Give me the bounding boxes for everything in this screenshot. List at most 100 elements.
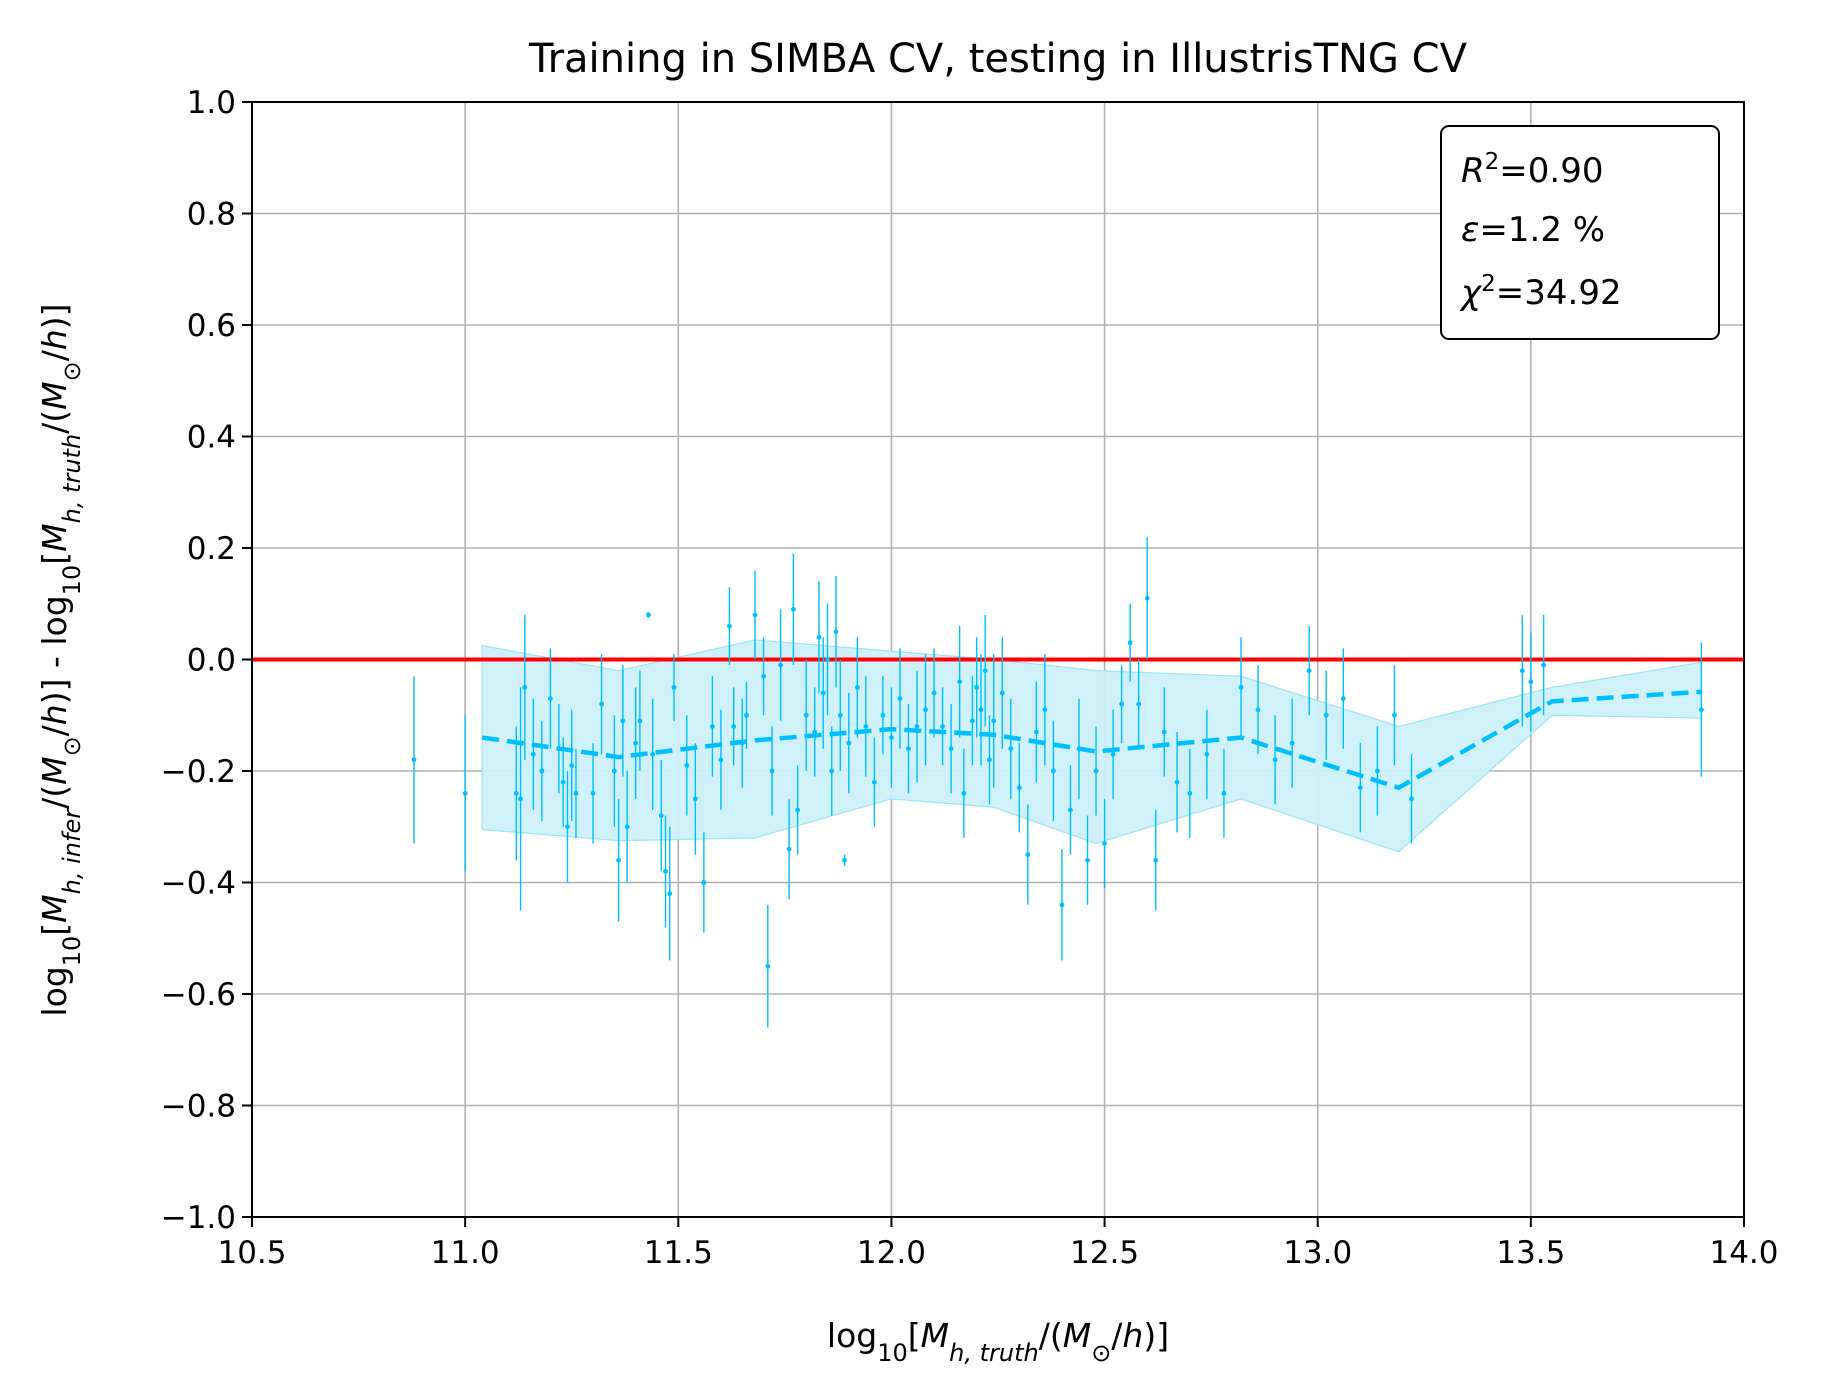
point-marker	[539, 768, 545, 774]
point-marker	[590, 790, 596, 796]
point-marker	[1136, 701, 1142, 707]
point-marker	[795, 807, 801, 813]
point-marker	[650, 751, 656, 757]
point-marker	[1153, 857, 1159, 863]
data-point	[816, 581, 822, 693]
point-marker	[637, 718, 643, 724]
stats-epsilon: ε=1.2 %	[1461, 210, 1605, 250]
stats-box-frame	[1440, 125, 1720, 340]
data-point	[1306, 626, 1312, 716]
point-marker	[987, 757, 992, 763]
data-point	[1153, 810, 1159, 911]
point-marker	[846, 740, 852, 746]
data-point	[761, 637, 766, 716]
data-point	[829, 726, 835, 816]
point-marker	[765, 963, 771, 969]
point-marker	[522, 684, 528, 690]
data-point	[530, 698, 536, 811]
data-point	[1541, 614, 1547, 716]
data-point	[769, 726, 775, 816]
data-point	[718, 709, 724, 811]
point-marker	[1144, 595, 1150, 601]
mean-line-layer	[481, 689, 1702, 791]
data-point	[1042, 653, 1048, 766]
data-point	[565, 771, 570, 883]
data-point	[978, 653, 984, 766]
data-point	[1357, 743, 1363, 833]
point-marker	[1051, 768, 1056, 774]
point-marker	[1119, 701, 1125, 707]
data-point	[1016, 743, 1022, 833]
point-marker	[1016, 785, 1022, 791]
data-point	[624, 771, 630, 883]
point-marker	[565, 824, 570, 830]
chart-title: Training in SIMBA CV, testing in Illustr…	[528, 36, 1468, 82]
data-point	[1119, 665, 1125, 744]
point-marker	[923, 707, 928, 713]
data-point	[1272, 715, 1278, 805]
data-point	[987, 715, 992, 805]
data-point	[663, 815, 668, 928]
point-marker	[970, 718, 975, 724]
data-point	[1161, 687, 1167, 777]
data-point	[633, 687, 639, 799]
data-point	[1033, 681, 1039, 783]
data-point	[765, 904, 771, 1028]
point-marker	[1127, 640, 1133, 646]
point-marker	[692, 796, 698, 802]
stats-box: R2=0.90 ε=1.2 % χ2=34.92	[1440, 125, 1720, 340]
data-point	[599, 653, 604, 755]
point-marker	[718, 757, 724, 763]
x-tick-label: 11.5	[644, 1235, 713, 1271]
point-marker	[1008, 746, 1014, 752]
y-tick-label: 0.8	[187, 197, 236, 233]
data-point	[871, 737, 877, 827]
point-marker	[462, 790, 468, 796]
data-point	[684, 715, 690, 816]
y-tick-label: −0.2	[161, 754, 236, 790]
data-point	[411, 676, 417, 844]
data-point	[513, 726, 519, 861]
data-points-layer	[411, 536, 1704, 1028]
point-marker	[1093, 768, 1099, 774]
point-marker	[978, 707, 984, 713]
point-marker	[624, 824, 630, 830]
mean-dashed-line	[481, 689, 1702, 791]
point-marker	[658, 813, 664, 818]
point-marker	[1102, 841, 1107, 846]
data-point	[692, 743, 698, 855]
data-point	[744, 681, 749, 749]
data-point	[1238, 637, 1244, 738]
data-point	[611, 715, 617, 827]
data-point	[671, 653, 677, 721]
data-point	[906, 704, 911, 794]
x-tick-label: 12.5	[1070, 1235, 1139, 1271]
data-point	[842, 854, 847, 866]
point-marker	[560, 779, 566, 785]
data-point	[667, 826, 673, 961]
data-point	[658, 759, 664, 872]
data-point	[846, 692, 852, 794]
point-marker	[957, 679, 963, 685]
point-marker	[646, 612, 651, 618]
data-point	[923, 653, 928, 766]
data-point	[539, 720, 545, 822]
data-point	[1221, 748, 1227, 838]
point-marker	[709, 724, 715, 729]
data-point	[999, 637, 1005, 749]
point-marker	[1255, 707, 1261, 713]
data-point	[731, 687, 737, 766]
y-tick-label: −1.0	[161, 1200, 236, 1236]
point-marker	[1519, 668, 1525, 674]
point-marker	[931, 690, 937, 696]
data-point	[752, 570, 758, 660]
point-marker	[842, 857, 847, 863]
point-marker	[1340, 696, 1346, 701]
point-marker	[1204, 751, 1210, 757]
point-marker	[667, 891, 673, 897]
data-point	[825, 603, 830, 716]
point-marker	[837, 712, 843, 718]
point-marker	[684, 763, 690, 768]
x-tick-label: 13.0	[1283, 1235, 1352, 1271]
point-marker	[1025, 852, 1031, 858]
